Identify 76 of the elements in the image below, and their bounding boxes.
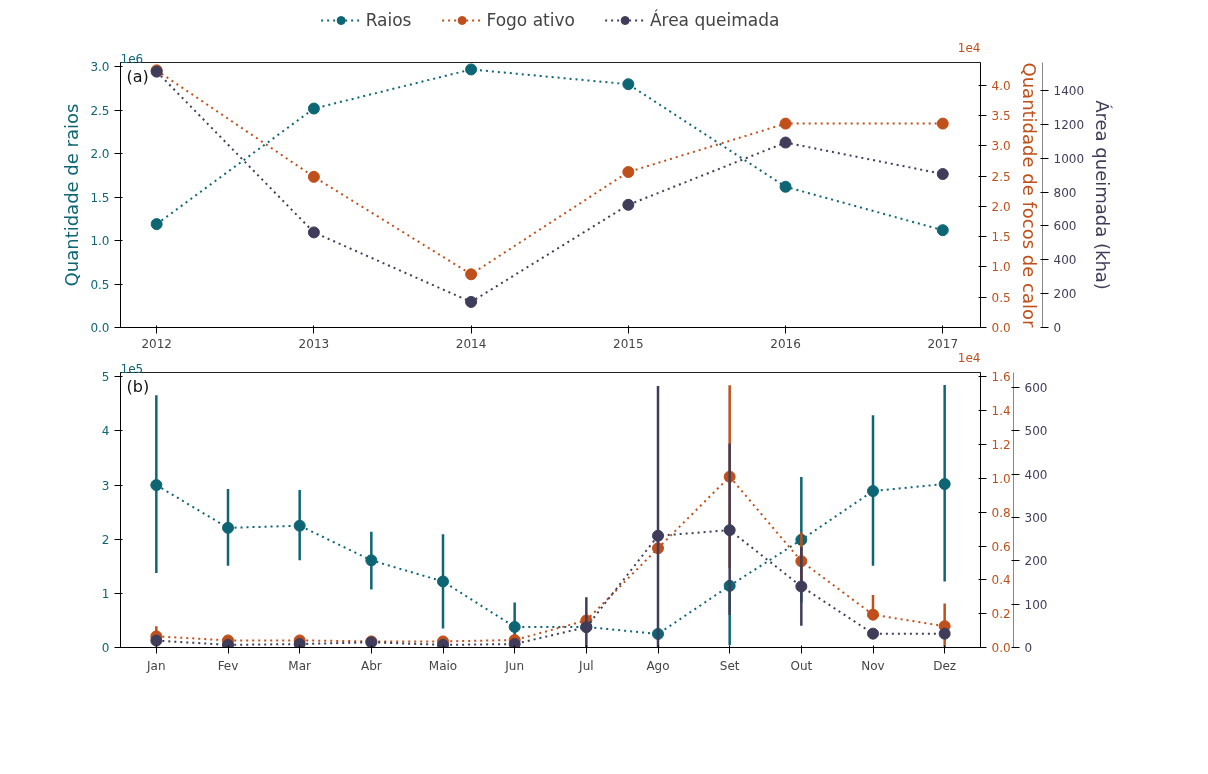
x-tick-label: Dez: [933, 658, 957, 673]
text: 1e4: [957, 350, 981, 365]
y3-tick-label: 600: [1024, 381, 1048, 396]
x-tick-label: 2012: [141, 336, 172, 351]
y2-tick-label: 1.4: [991, 404, 1011, 419]
x-tick-label: Abr: [360, 658, 382, 673]
y3-axis-title: Área queimada (kha): [1092, 100, 1114, 290]
annotation: 1e5: [120, 361, 144, 376]
x-tick-label: 2016: [770, 336, 801, 351]
y3-tick-label: 200: [1024, 554, 1048, 569]
y-tick-label: 0.5: [90, 277, 110, 292]
x-tick-label: Out: [790, 658, 813, 673]
y2-tick-label: 1.5: [991, 230, 1011, 245]
x-tick-label: 2015: [613, 336, 644, 351]
y-tick-label: 1.5: [90, 190, 110, 205]
y3-tick-label: 0: [1053, 321, 1062, 335]
y-axis-title: Quantidade de raios: [61, 103, 83, 287]
x-tick-label: Jun: [504, 658, 525, 673]
y-tick-label: 3.0: [90, 60, 110, 75]
y3-tick-label: 100: [1024, 597, 1048, 612]
x-tick-label: Ago: [646, 658, 670, 673]
x-tick-label: Nov: [861, 658, 885, 673]
x-tick-label: Maio: [428, 658, 458, 673]
y2-tick-label: 1.2: [991, 438, 1011, 453]
x-tick-label: Mar: [288, 658, 312, 673]
y3-tick-label: 600: [1053, 219, 1077, 234]
y2-tick-label: 2.5: [991, 169, 1011, 184]
y3-tick-label: 1400: [1053, 84, 1085, 99]
y2-tick-label: 0.2: [991, 607, 1011, 622]
y3-tick-label: 200: [1053, 287, 1077, 302]
y3-tick-label: 0: [1024, 641, 1033, 655]
x-tick-label: 2014: [455, 336, 487, 351]
x-tick-label: 2013: [298, 336, 330, 351]
legend-label: Fogo ativo: [486, 10, 575, 30]
y-tick-label: 5: [101, 370, 110, 385]
y3-tick-label: 1200: [1053, 117, 1085, 132]
y2-tick-label: 3.0: [991, 139, 1011, 154]
annotation: (a): [126, 66, 149, 86]
annotation: 1e6: [120, 51, 144, 66]
y2-tick-label: 4.0: [991, 78, 1011, 93]
x-tick-label: 2017: [927, 336, 959, 351]
x-tick-label: Jul: [578, 658, 594, 673]
text: 1e4: [957, 40, 981, 55]
x-tick-label: Set: [719, 658, 740, 673]
y2-tick-label: 0.0: [991, 321, 1011, 335]
y-tick-label: 2.0: [90, 147, 110, 162]
y-tick-label: 2: [101, 532, 110, 547]
y2-tick-label: 0.8: [991, 505, 1011, 520]
y-tick-label: 4: [101, 424, 110, 439]
y2-tick-label: 1.0: [991, 471, 1011, 486]
y2-tick-label: 0.4: [991, 573, 1011, 588]
y2-tick-label: 2.0: [991, 200, 1011, 214]
y-tick-label: 1: [101, 586, 110, 601]
x-tick-label: Jan: [146, 658, 166, 673]
legend-label: Raios: [365, 10, 412, 30]
y2-tick-label: 0.0: [991, 641, 1011, 655]
y2-axis-title: Quantidade de focos de calor: [1018, 62, 1040, 329]
y2-tick-label: 0.5: [991, 290, 1011, 305]
y2-tick-label: 3.5: [991, 109, 1011, 124]
y-tick-label: 2.5: [90, 103, 110, 118]
y-tick-label: 3: [101, 478, 110, 493]
y3-tick-label: 400: [1053, 253, 1077, 268]
legend-label: Área queimada: [649, 10, 780, 30]
y-tick-label: 0: [101, 641, 110, 655]
annotation: (b): [126, 376, 150, 396]
y2-tick-label: 1.6: [991, 370, 1011, 385]
y3-tick-label: 400: [1024, 467, 1048, 482]
y2-tick-label: 1.0: [991, 260, 1011, 275]
y-tick-label: 0.0: [90, 321, 110, 335]
y3-tick-label: 300: [1024, 511, 1048, 526]
y3-tick-label: 500: [1024, 424, 1048, 439]
x-tick-label: Fev: [217, 658, 239, 673]
y-tick-label: 1.0: [90, 234, 110, 249]
y3-tick-label: 800: [1053, 185, 1077, 200]
y2-tick-label: 0.6: [991, 539, 1011, 554]
y3-tick-label: 1000: [1053, 151, 1085, 166]
